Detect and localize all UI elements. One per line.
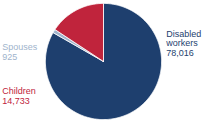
svg-text:Children14,733: Children14,733 — [2, 86, 36, 106]
svg-text:Spouses925: Spouses925 — [2, 42, 38, 62]
svg-text:Disabledworkers78,016: Disabledworkers78,016 — [165, 29, 201, 59]
